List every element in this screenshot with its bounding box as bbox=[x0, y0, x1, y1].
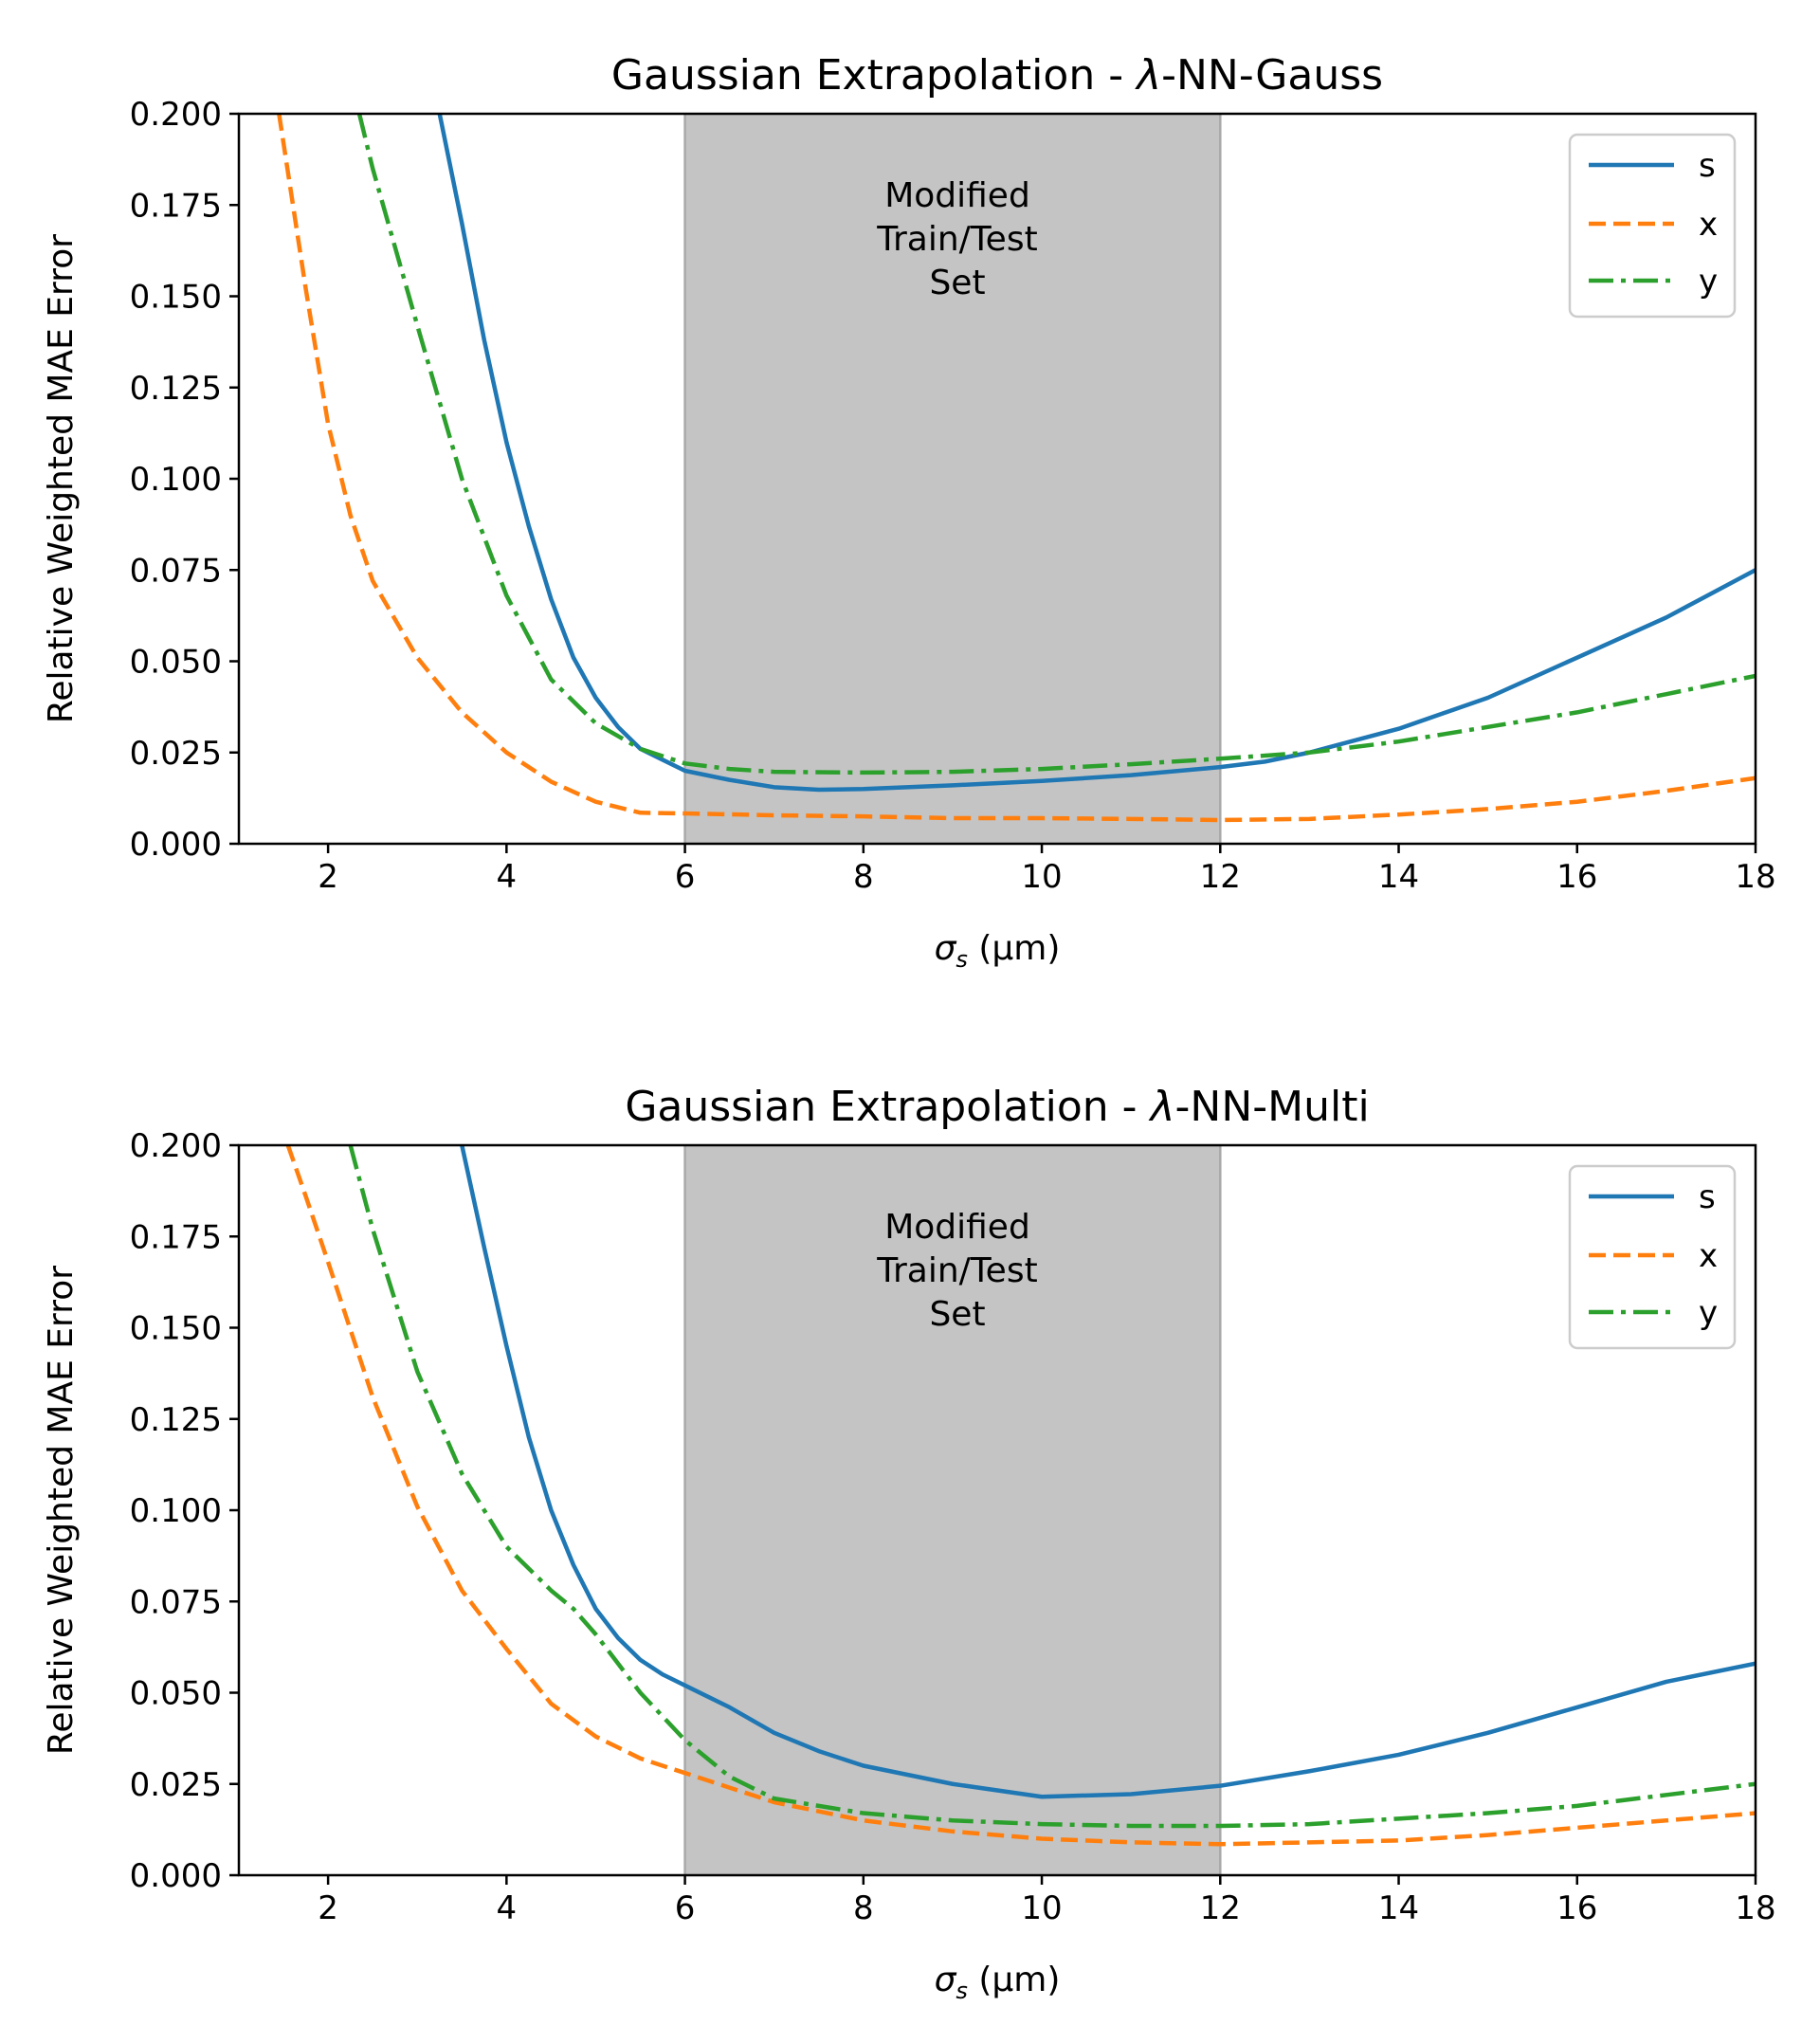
y-tick-label: 0.125 bbox=[130, 370, 222, 408]
y-tick-label: 0.150 bbox=[130, 1310, 222, 1348]
x-tick-label: 12 bbox=[1200, 1889, 1241, 1927]
x-tick-label: 8 bbox=[853, 858, 874, 896]
y-tick-label: 0.200 bbox=[130, 1127, 222, 1165]
series-line-s bbox=[437, 114, 1756, 793]
y-tick-label: 0.025 bbox=[130, 735, 222, 773]
y-tick-label: 0.050 bbox=[130, 1675, 222, 1713]
shaded-region-annotation: Modified Train/Test Set bbox=[876, 176, 1037, 302]
x-tick-label: 4 bbox=[497, 1889, 518, 1927]
legend-label-s: s bbox=[1699, 1178, 1716, 1216]
x-tick-label: 12 bbox=[1200, 858, 1241, 896]
y-tick-label: 0.200 bbox=[130, 96, 222, 134]
y-tick-label: 0.150 bbox=[130, 279, 222, 317]
x-tick-label: 16 bbox=[1556, 858, 1597, 896]
y-tick-label: 0.025 bbox=[130, 1766, 222, 1804]
y-tick-label: 0.000 bbox=[130, 826, 222, 864]
y-tick-label: 0.175 bbox=[130, 1218, 222, 1256]
x-tick-label: 2 bbox=[318, 858, 338, 896]
series-line-x bbox=[285, 1145, 1756, 1847]
x-axis: 2 4 6 8 10 12 14 16 18 bbox=[318, 844, 1776, 896]
x-tick-label: 10 bbox=[1021, 1889, 1062, 1927]
shaded-region bbox=[684, 114, 1221, 844]
x-tick-label: 14 bbox=[1378, 858, 1419, 896]
series-line-x bbox=[277, 114, 1756, 823]
legend: s x y bbox=[1568, 1164, 1737, 1350]
shaded-region bbox=[684, 1145, 1221, 1875]
x-tick-label: 8 bbox=[853, 1889, 874, 1927]
legend-label-x: x bbox=[1699, 1237, 1718, 1275]
legend-label-s: s bbox=[1699, 147, 1716, 185]
chart-title: Gaussian Extrapolation - λ-NN-Gauss bbox=[611, 51, 1383, 100]
x-tick-label: 16 bbox=[1556, 1889, 1597, 1927]
chart-multi: Gaussian Extrapolation - λ-NN-Multi Modi… bbox=[42, 1083, 1776, 2004]
y-tick-label: 0.175 bbox=[130, 187, 222, 225]
y-tick-label: 0.075 bbox=[130, 1583, 222, 1621]
y-tick-label: 0.100 bbox=[130, 461, 222, 499]
y-tick-label: 0.125 bbox=[130, 1401, 222, 1439]
x-tick-label: 18 bbox=[1735, 1889, 1775, 1927]
legend-label-x: x bbox=[1699, 206, 1718, 244]
x-tick-label: 2 bbox=[318, 1889, 338, 1927]
legend-label-y: y bbox=[1699, 1294, 1718, 1332]
shaded-region-annotation: Modified Train/Test Set bbox=[876, 1208, 1037, 1334]
series-line-s bbox=[460, 1145, 1756, 1799]
x-tick-label: 10 bbox=[1021, 858, 1062, 896]
y-tick-label: 0.100 bbox=[130, 1492, 222, 1530]
legend-label-y: y bbox=[1699, 263, 1718, 301]
chart-title: Gaussian Extrapolation - λ-NN-Multi bbox=[625, 1083, 1369, 1131]
y-axis-label: Relative Weighted MAE Error bbox=[42, 234, 81, 723]
y-tick-label: 0.075 bbox=[130, 552, 222, 590]
plot-area bbox=[277, 114, 1756, 844]
y-axis: 0.000 0.025 0.050 0.075 0.100 0.125 0.150 0.175… bbox=[130, 1127, 239, 1895]
x-tick-label: 14 bbox=[1378, 1889, 1419, 1927]
x-tick-label: 4 bbox=[497, 858, 518, 896]
x-tick-label: 6 bbox=[675, 858, 696, 896]
x-axis-label: σs (μm) bbox=[935, 1961, 1061, 2004]
y-axis-label: Relative Weighted MAE Error bbox=[42, 1266, 81, 1755]
x-tick-label: 6 bbox=[675, 1889, 696, 1927]
y-tick-label: 0.000 bbox=[130, 1857, 222, 1895]
series-line-y bbox=[348, 1145, 1756, 1829]
series-line-y bbox=[356, 114, 1756, 775]
chart-gauss: Gaussian Extrapolation - λ-NN-Gauss Modi… bbox=[42, 51, 1776, 973]
x-axis-label: σs (μm) bbox=[935, 929, 1061, 973]
legend: s x y bbox=[1568, 133, 1737, 319]
x-tick-label: 18 bbox=[1735, 858, 1775, 896]
y-tick-label: 0.050 bbox=[130, 644, 222, 682]
y-axis: 0.000 0.025 0.050 0.075 0.100 0.125 0.150 0.175… bbox=[130, 96, 239, 864]
x-axis: 2 4 6 8 10 12 14 16 18 bbox=[318, 1875, 1776, 1927]
plot-area bbox=[285, 1145, 1756, 1875]
